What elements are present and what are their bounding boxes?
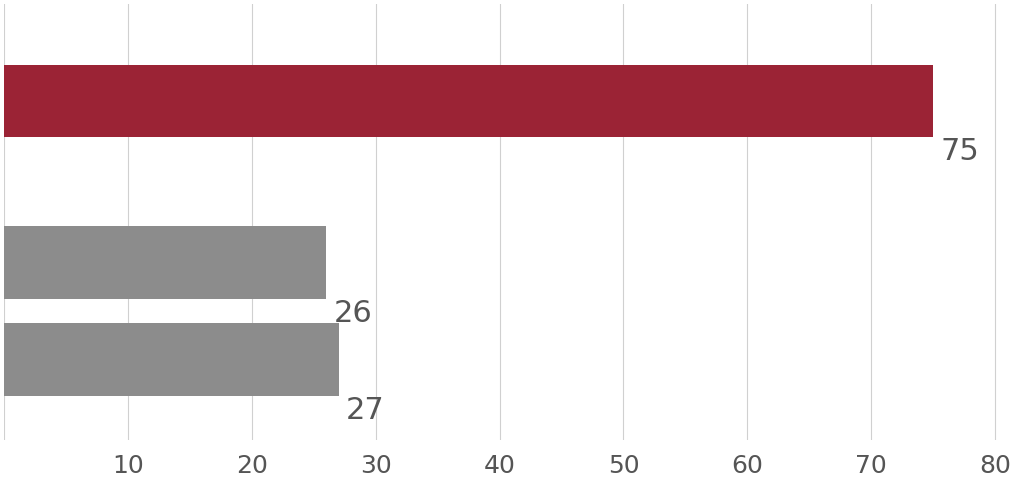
Bar — [4, 226, 327, 299]
Text: 26: 26 — [334, 299, 373, 328]
Text: 27: 27 — [346, 396, 385, 425]
Text: 75: 75 — [941, 137, 979, 166]
Bar — [4, 65, 933, 137]
Bar — [4, 323, 339, 396]
